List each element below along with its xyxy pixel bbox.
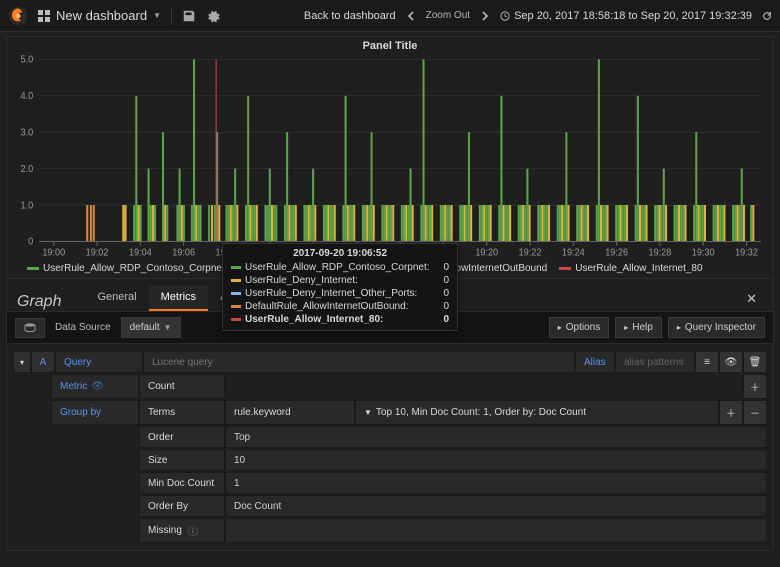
query-rows: ▾ A Query Lucene query Alias alias patte… bbox=[7, 344, 773, 550]
caret-down-icon: ▼ bbox=[153, 11, 161, 20]
legend-item[interactable]: UserRule_Allow_RDP_Contoso_Corpnet bbox=[27, 263, 225, 274]
trash-icon[interactable]: 🗑 bbox=[743, 351, 767, 373]
chart-tooltip: 2017-09-20 19:06:52 UserRule_Allow_RDP_C… bbox=[222, 243, 458, 331]
time-range-picker[interactable]: Sep 20, 2017 18:58:18 to Sep 20, 2017 19… bbox=[500, 10, 752, 22]
add-metric-button[interactable]: ＋ bbox=[743, 374, 767, 399]
chevron-left-icon[interactable] bbox=[406, 11, 416, 21]
timeseries-chart: 01.02.03.04.05.019:0019:0219:0419:0619:0… bbox=[15, 55, 765, 261]
tooltip-row: UserRule_Deny_Internet:0 bbox=[231, 274, 449, 287]
option-value-input[interactable]: 10 bbox=[225, 449, 767, 471]
menu-icon[interactable]: ≡ bbox=[695, 351, 719, 373]
query-letter[interactable]: A bbox=[31, 351, 55, 373]
svg-text:19:20: 19:20 bbox=[475, 247, 498, 258]
alias-input[interactable]: alias patterns bbox=[615, 351, 695, 373]
dashboard-title-dropdown[interactable]: New dashboard ▼ bbox=[38, 8, 161, 23]
toggle-query-row[interactable]: ▾ bbox=[13, 351, 31, 373]
groupby-type[interactable]: Terms bbox=[139, 400, 225, 425]
svg-text:19:04: 19:04 bbox=[129, 247, 152, 258]
chart-area[interactable]: 01.02.03.04.05.019:0019:0219:0419:0619:0… bbox=[7, 55, 773, 261]
dashboard-title: New dashboard bbox=[56, 8, 147, 23]
eye-icon[interactable]: 👁 bbox=[719, 351, 743, 373]
legend-label: UserRule_Allow_RDP_Contoso_Corpnet bbox=[43, 263, 225, 274]
groupby-field[interactable]: rule.keyword bbox=[225, 400, 355, 425]
tab-general[interactable]: General bbox=[85, 285, 148, 311]
refresh-icon[interactable] bbox=[762, 11, 772, 21]
svg-text:19:24: 19:24 bbox=[562, 247, 585, 258]
add-groupby-button[interactable]: ＋ bbox=[719, 400, 743, 425]
svg-text:19:00: 19:00 bbox=[42, 247, 65, 258]
option-value-input[interactable] bbox=[225, 518, 767, 543]
query-label: Query bbox=[55, 351, 143, 373]
svg-text:19:26: 19:26 bbox=[605, 247, 628, 258]
option-label: Order By bbox=[139, 495, 225, 517]
option-label: Missingⓘ bbox=[139, 518, 225, 543]
svg-text:19:30: 19:30 bbox=[692, 247, 715, 258]
grid-icon bbox=[38, 10, 50, 22]
panel-title[interactable]: Panel Title bbox=[7, 37, 773, 55]
svg-text:19:06: 19:06 bbox=[172, 247, 195, 258]
metric-value[interactable]: Count bbox=[139, 374, 225, 399]
svg-text:4.0: 4.0 bbox=[21, 91, 34, 102]
remove-groupby-button[interactable]: － bbox=[743, 400, 767, 425]
svg-text:19:32: 19:32 bbox=[735, 247, 758, 258]
legend-swatch bbox=[27, 267, 39, 270]
option-label: Order bbox=[139, 426, 225, 448]
svg-text:5.0: 5.0 bbox=[21, 55, 34, 66]
grafana-logo-icon bbox=[8, 6, 28, 26]
option-value-input[interactable]: 1 bbox=[225, 472, 767, 494]
svg-text:0: 0 bbox=[28, 236, 33, 247]
clock-icon bbox=[500, 11, 510, 21]
help-button[interactable]: ▸ Help bbox=[615, 317, 662, 338]
option-value-input[interactable]: Doc Count bbox=[225, 495, 767, 517]
save-icon[interactable] bbox=[182, 9, 196, 23]
legend-item[interactable]: UserRule_Allow_Internet_80 bbox=[559, 263, 702, 274]
datasource-select[interactable]: default ▼ bbox=[121, 317, 181, 338]
option-label: Size bbox=[139, 449, 225, 471]
tooltip-row: UserRule_Allow_Internet_80:0 bbox=[231, 313, 449, 326]
lucene-query-input[interactable]: Lucene query bbox=[143, 351, 575, 373]
info-icon[interactable]: ⓘ bbox=[188, 523, 198, 538]
svg-text:19:28: 19:28 bbox=[649, 247, 672, 258]
caret-down-icon: ▼ bbox=[164, 323, 172, 332]
svg-text:2.0: 2.0 bbox=[21, 164, 34, 175]
metric-label: Metric👁 bbox=[51, 374, 139, 399]
chevron-right-icon[interactable] bbox=[480, 11, 490, 21]
svg-text:3.0: 3.0 bbox=[21, 127, 34, 138]
gear-icon[interactable] bbox=[206, 9, 220, 23]
tooltip-time: 2017-09-20 19:06:52 bbox=[231, 248, 449, 259]
tooltip-row: UserRule_Deny_Internet_Other_Ports:0 bbox=[231, 287, 449, 300]
option-value-input[interactable]: Top bbox=[225, 426, 767, 448]
datasource-label: Data Source bbox=[55, 322, 111, 333]
editor-title: Graph bbox=[17, 293, 61, 311]
alias-label[interactable]: Alias bbox=[575, 351, 615, 373]
topbar: New dashboard ▼ Back to dashboard Zoom O… bbox=[0, 0, 780, 32]
close-icon[interactable]: ✕ bbox=[740, 287, 763, 311]
query-inspector-button[interactable]: ▸ Query Inspector bbox=[668, 317, 765, 338]
svg-text:19:02: 19:02 bbox=[86, 247, 109, 258]
legend-label: UserRule_Allow_Internet_80 bbox=[575, 263, 702, 274]
datasource-icon-button[interactable] bbox=[15, 318, 45, 338]
svg-text:19:22: 19:22 bbox=[519, 247, 542, 258]
back-to-dashboard-link[interactable]: Back to dashboard bbox=[304, 10, 396, 22]
groupby-summary[interactable]: ▼Top 10, Min Doc Count: 1, Order by: Doc… bbox=[355, 400, 719, 425]
option-label: Min Doc Count bbox=[139, 472, 225, 494]
eye-icon[interactable]: 👁 bbox=[91, 381, 104, 392]
zoom-out-button[interactable]: Zoom Out bbox=[426, 10, 470, 21]
tooltip-row: DefaultRule_AllowInternetOutBound:0 bbox=[231, 300, 449, 313]
separator bbox=[171, 7, 172, 25]
options-button[interactable]: ▸ Options bbox=[549, 317, 609, 338]
svg-text:1.0: 1.0 bbox=[21, 200, 34, 211]
tooltip-row: UserRule_Allow_RDP_Contoso_Corpnet:0 bbox=[231, 261, 449, 274]
groupby-label: Group by bbox=[51, 400, 139, 425]
tab-metrics[interactable]: Metrics bbox=[149, 285, 208, 311]
database-icon bbox=[24, 323, 36, 333]
datasource-value: default bbox=[130, 322, 160, 333]
time-range-text: Sep 20, 2017 18:58:18 to Sep 20, 2017 19… bbox=[514, 10, 752, 22]
legend-swatch bbox=[559, 267, 571, 270]
